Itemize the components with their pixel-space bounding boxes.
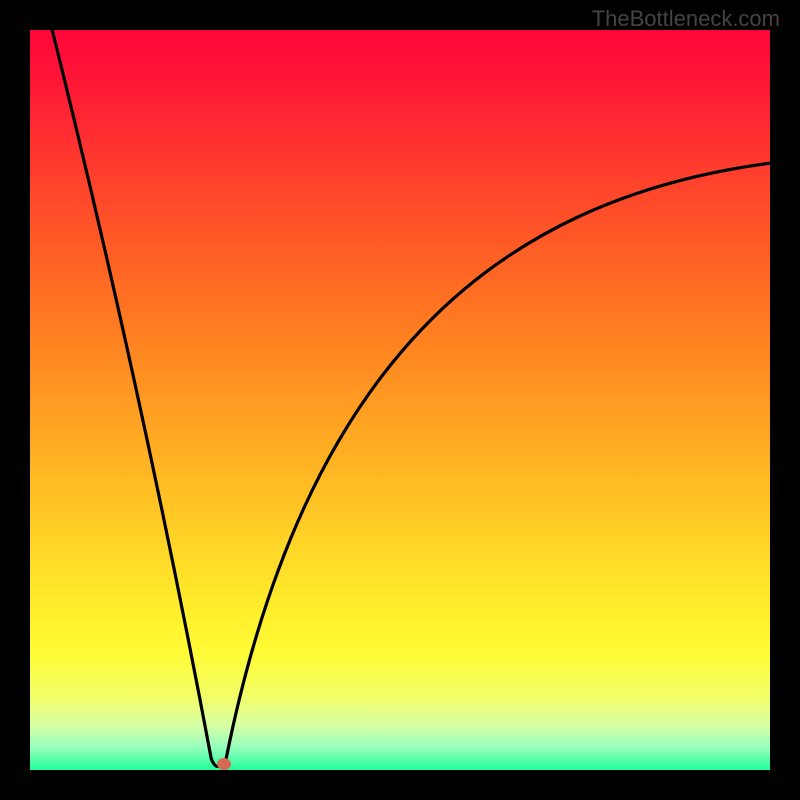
chart-plot-area (30, 30, 770, 770)
optimal-point-marker (217, 758, 231, 770)
watermark-text: TheBottleneck.com (592, 6, 780, 32)
